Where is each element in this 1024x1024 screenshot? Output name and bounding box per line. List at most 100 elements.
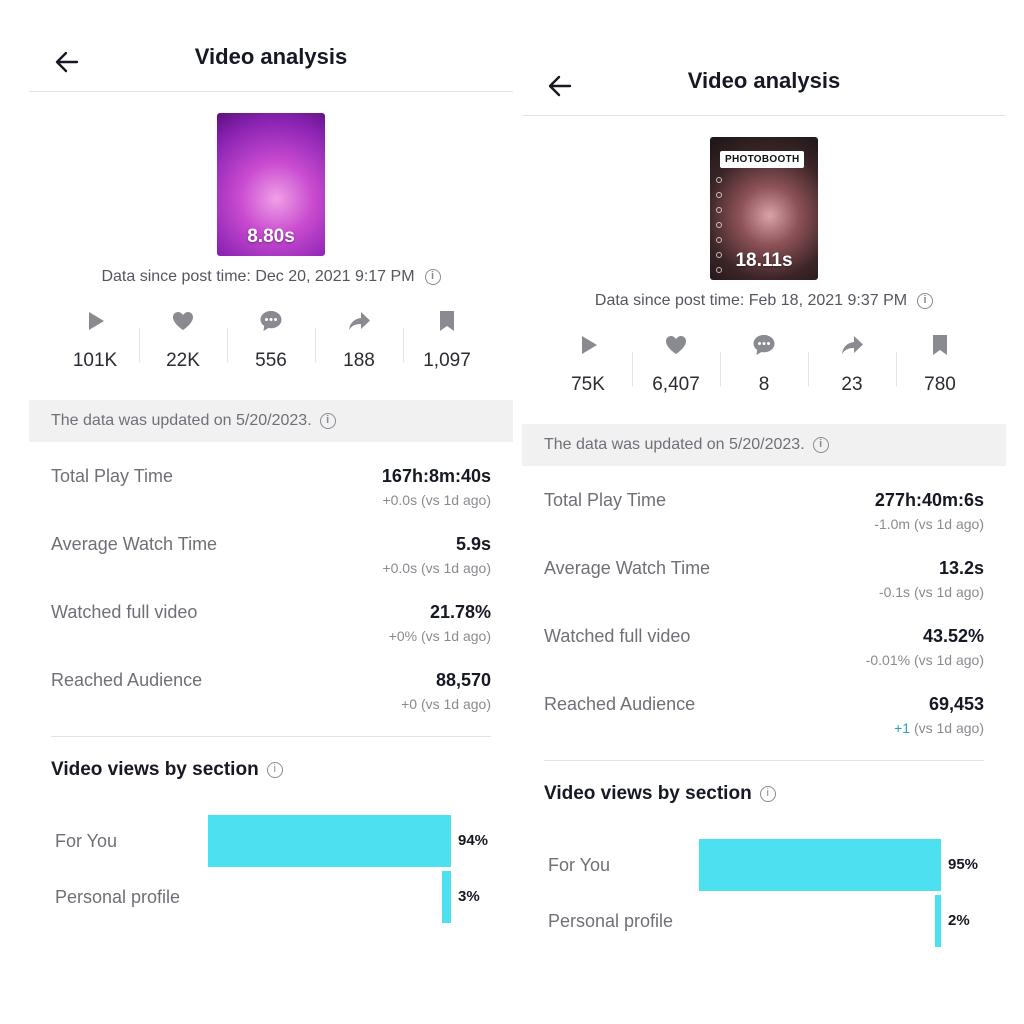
saves-count: 1,097 [423,350,471,371]
header: Video analysis [29,34,513,92]
section-row-for-you: For You 95% [522,839,1006,891]
metric-value: 21.78% [429,602,491,622]
engagement-stats: 101K 22K 556 188 1,097 [29,308,513,384]
likes-count: 22K [166,350,200,371]
section-label: For You [55,831,118,851]
info-icon[interactable]: i [812,437,829,453]
video-thumbnail[interactable]: 8.80s [217,113,325,256]
section-bar [442,871,451,923]
metric-reached-audience: Reached Audience 88,570 +0 (vs 1d ago) [51,658,491,726]
header: Video analysis [522,58,1006,116]
metric-change: +0% (vs 1d ago) [388,628,491,644]
metric-label: Watched full video [51,602,198,622]
data-updated-banner: The data was updated on 5/20/2023. i [29,400,513,442]
comment-icon [753,335,775,355]
metric-average-watch-time: Average Watch Time 5.9s +0.0s (vs 1d ago) [51,522,491,590]
stat-likes: 22K [139,308,227,384]
section-bar [208,815,451,867]
page-title: Video analysis [194,44,348,69]
bookmark-icon [933,335,947,355]
stat-saves: 780 [896,332,984,408]
section-percent: 2% [948,912,970,929]
section-title: Video views by section i [522,783,1006,805]
section-title-text: Video views by section [544,783,752,804]
metric-value: 88,570 [435,670,491,690]
section-percent: 3% [458,888,480,905]
metric-label: Watched full video [544,626,691,646]
metric-average-watch-time: Average Watch Time 13.2s -0.1s (vs 1d ago… [544,546,984,614]
metric-total-play-time: Total Play Time 167h:8m:40s +0.0s (vs 1d … [51,454,491,522]
section-label: For You [548,855,611,875]
metric-change: -0.01% (vs 1d ago) [865,652,984,668]
stat-views: 75K [544,332,632,408]
back-arrow-icon[interactable] [53,48,81,76]
stat-shares: 188 [315,308,403,384]
saves-count: 780 [924,374,956,395]
stat-views: 101K [51,308,139,384]
stat-comments: 556 [227,308,315,384]
divider [544,760,984,761]
metric-value: 277h:40m:6s [874,490,984,510]
play-icon [89,312,104,330]
likes-count: 6,407 [652,374,700,395]
info-icon[interactable]: i [424,269,441,285]
divider [51,736,491,737]
stat-likes: 6,407 [632,332,720,408]
metric-label: Reached Audience [544,694,696,714]
section-title: Video views by section i [29,759,513,781]
info-icon[interactable]: i [917,293,934,309]
engagement-stats: 75K 6,407 8 23 780 [522,332,1006,408]
metric-change: +0.0s (vs 1d ago) [382,560,491,576]
stat-shares: 23 [808,332,896,408]
post-time: Data since post time: Dec 20, 2021 9:17 … [29,268,513,286]
comments-count: 556 [255,350,287,371]
video-duration: 18.11s [735,250,793,271]
stat-saves: 1,097 [403,308,491,384]
comments-count: 8 [758,374,770,395]
video-duration: 8.80s [247,226,295,247]
share-icon [349,312,370,330]
views-by-section-chart: For You 94% Personal profile 3% [29,815,513,935]
metric-value: 13.2s [938,558,984,578]
metric-value: 43.52% [922,626,984,646]
metric-change: +1 (vs 1d ago) [894,720,984,736]
metric-label: Total Play Time [544,490,667,510]
views-by-section-chart: For You 95% Personal profile 2% [522,839,1006,959]
metric-label: Total Play Time [51,466,174,486]
section-title-text: Video views by section [51,759,259,780]
section-label: Personal profile [548,911,674,931]
metric-value: 69,453 [928,694,984,714]
metric-change: -1.0m (vs 1d ago) [874,516,984,532]
video-analysis-panel-right: Video analysis PHOTOBOOTH 18.11s Data si… [522,58,1006,959]
video-thumbnail[interactable]: PHOTOBOOTH 18.11s [710,137,818,280]
info-icon[interactable]: i [759,786,776,802]
data-updated-text: The data was updated on 5/20/2023. [51,412,312,429]
back-arrow-icon[interactable] [546,72,574,100]
shares-count: 188 [343,350,375,371]
section-label: Personal profile [55,887,181,907]
overlay-menu [716,177,724,280]
metrics-list: Total Play Time 167h:8m:40s +0.0s (vs 1d … [29,454,513,726]
section-bar [699,839,941,891]
section-row-personal-profile: Personal profile 2% [522,895,1006,947]
metric-watched-full-video: Watched full video 43.52% -0.01% (vs 1d a… [544,614,984,682]
video-analysis-panel-left: Video analysis 8.80s Data since post tim… [29,34,513,935]
metric-reached-audience: Reached Audience 69,453 +1 (vs 1d ago) [544,682,984,750]
post-time-text: Data since post time: Feb 18, 2021 9:37 … [594,292,908,309]
info-icon[interactable]: i [266,762,283,778]
metric-change: -0.1s (vs 1d ago) [878,584,984,600]
info-icon[interactable]: i [319,413,336,429]
section-row-personal-profile: Personal profile 3% [29,871,513,923]
data-updated-text: The data was updated on 5/20/2023. [544,436,805,453]
post-time-text: Data since post time: Dec 20, 2021 9:17 … [101,268,415,285]
section-bar [935,895,941,947]
data-updated-banner: The data was updated on 5/20/2023. i [522,424,1006,466]
metric-change-positive: +1 [894,720,911,736]
overlay-text: PHOTOBOOTH [720,151,805,168]
metric-change: +0.0s (vs 1d ago) [382,492,491,508]
metrics-list: Total Play Time 277h:40m:6s -1.0m (vs 1d … [522,478,1006,750]
post-time: Data since post time: Feb 18, 2021 9:37 … [522,292,1006,310]
heart-icon [173,312,193,330]
metric-total-play-time: Total Play Time 277h:40m:6s -1.0m (vs 1d … [544,478,984,546]
views-count: 101K [72,350,118,371]
